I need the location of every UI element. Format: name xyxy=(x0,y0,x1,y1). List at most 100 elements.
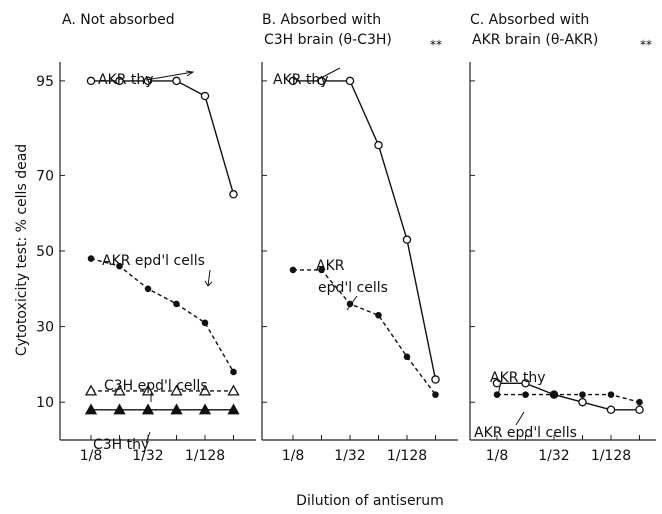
data-point xyxy=(84,403,98,415)
panel-a-arrow-akr-thy xyxy=(145,71,194,81)
data-point xyxy=(492,379,502,388)
data-point xyxy=(113,403,126,415)
panel-c-arrow-akr-thy xyxy=(497,385,501,397)
panel-a-plot xyxy=(84,76,240,415)
data-point xyxy=(141,403,155,415)
panel-a-arrowhead-akr-epdl xyxy=(204,280,213,287)
data-point xyxy=(635,405,644,415)
panel-b-annotation-epdl-cells: epd'l cells xyxy=(318,280,388,296)
data-point xyxy=(227,384,240,396)
panel-c-annotation-akr-thy: AKR thy xyxy=(490,370,546,386)
y-tick-label: 10 xyxy=(36,395,54,411)
panel-b-plot xyxy=(288,76,440,398)
panel-a-annotation-c3h-thy: C3H thy xyxy=(93,437,149,453)
panel-c-ticks: 1/8 1/32 1/128 xyxy=(470,80,640,464)
panel-b-arrow-akr-epdl xyxy=(346,295,358,311)
panel-b-annotation-akr-thy: AKR thy xyxy=(273,72,329,88)
panel-a-arrow-akr-epdl xyxy=(207,269,211,287)
data-point xyxy=(115,76,124,86)
data-point xyxy=(578,397,587,407)
series-line-1 xyxy=(293,269,437,396)
x-tick-label: 1/128 xyxy=(185,448,225,464)
panel-a-ticks: 10 30 50 70 95 1/8 1/32 1/128 xyxy=(36,74,234,464)
y-tick-label: 95 xyxy=(36,74,54,90)
x-axis-label: Dilution of antiserum xyxy=(296,493,444,509)
panel-c-subtitle: AKR brain (θ-AKR) xyxy=(472,32,598,48)
x-tick-label: 1/128 xyxy=(387,448,427,464)
data-point xyxy=(113,384,126,396)
data-point xyxy=(116,262,123,270)
panel-c-annotation-akr-epdl: AKR epd'l cells xyxy=(474,425,577,441)
data-point xyxy=(636,398,643,406)
panel-c-title: C. Absorbed with xyxy=(470,12,589,28)
panel-a-annotation-akr-epdl: AKR epd'l cells xyxy=(102,253,205,269)
data-point xyxy=(431,375,440,384)
x-tick-label: 1/128 xyxy=(591,448,631,464)
data-point xyxy=(375,311,382,319)
series-line-0 xyxy=(293,80,437,380)
panel-c-plot xyxy=(492,379,644,415)
panel-c-arrow-akr-epdl xyxy=(515,411,525,426)
data-point xyxy=(432,391,439,398)
panel-b: B. Absorbed with C3H brain (θ-C3H) ⁎⁎ 1/… xyxy=(261,12,458,464)
data-point xyxy=(86,76,96,86)
data-point xyxy=(346,300,354,308)
panel-b-title: B. Absorbed with xyxy=(262,12,381,28)
panel-c-title-mark: ⁎⁎ xyxy=(640,34,652,48)
x-tick-label: 1/32 xyxy=(334,448,365,464)
series-line-0 xyxy=(91,80,235,195)
panel-b-subtitle: C3H brain (θ-C3H) xyxy=(264,32,392,48)
data-point xyxy=(172,76,181,86)
data-point xyxy=(521,379,530,388)
panel-a-annotation-c3h-epdl: C3H epd'l cells xyxy=(104,378,208,394)
panel-a: A. Not absorbed 10 30 50 70 95 1/8 1/32 1/128 A… xyxy=(36,12,256,464)
series-line-1 xyxy=(497,393,640,403)
x-tick-label: 1/8 xyxy=(80,448,103,464)
series-line-0 xyxy=(497,382,640,411)
data-point xyxy=(550,391,558,398)
data-point xyxy=(200,91,210,101)
data-point xyxy=(579,391,586,398)
data-point xyxy=(289,266,297,274)
data-point xyxy=(345,76,355,86)
panel-b-title-mark: ⁎⁎ xyxy=(430,34,442,48)
data-point xyxy=(144,285,152,293)
data-point xyxy=(230,368,237,376)
panel-a-arrow-c3h-thy xyxy=(145,431,151,444)
panel-a-annotation-akr-thy: AKR thy xyxy=(98,72,154,88)
panel-a-arrowhead-akr-thy xyxy=(185,70,195,77)
data-point xyxy=(198,403,212,415)
panel-c: C. Absorbed with AKR brain (θ-AKR) ⁎⁎ 1/… xyxy=(469,12,656,464)
data-point xyxy=(170,403,183,415)
data-point xyxy=(318,266,325,274)
data-point xyxy=(227,403,240,415)
x-tick-label: 1/32 xyxy=(538,448,569,464)
series-line-1 xyxy=(90,257,235,373)
x-tick-label: 1/32 xyxy=(132,448,163,464)
data-point xyxy=(201,319,209,327)
y-tick-label: 30 xyxy=(36,320,54,336)
data-point xyxy=(141,384,155,396)
data-point xyxy=(84,384,98,396)
y-tick-label: 50 xyxy=(36,244,54,260)
data-point xyxy=(374,140,383,150)
data-point xyxy=(170,384,183,396)
data-point xyxy=(229,190,238,199)
data-point xyxy=(522,391,529,398)
data-point xyxy=(288,76,298,86)
panel-b-arrow-akr-thy xyxy=(316,67,341,81)
panel-a-title: A. Not absorbed xyxy=(62,12,175,28)
data-point xyxy=(403,353,411,361)
y-tick-label: 70 xyxy=(36,168,54,184)
data-point xyxy=(402,235,412,244)
y-axis-label: Cytotoxicity test: % cells dead xyxy=(14,144,30,356)
data-point xyxy=(606,405,616,415)
data-point xyxy=(607,391,615,398)
data-point xyxy=(173,300,180,308)
data-point xyxy=(87,255,95,262)
x-tick-label: 1/8 xyxy=(486,448,509,464)
x-tick-label: 1/8 xyxy=(282,448,305,464)
panel-b-ticks: 1/8 1/32 1/128 xyxy=(262,80,436,464)
data-point xyxy=(198,384,212,396)
